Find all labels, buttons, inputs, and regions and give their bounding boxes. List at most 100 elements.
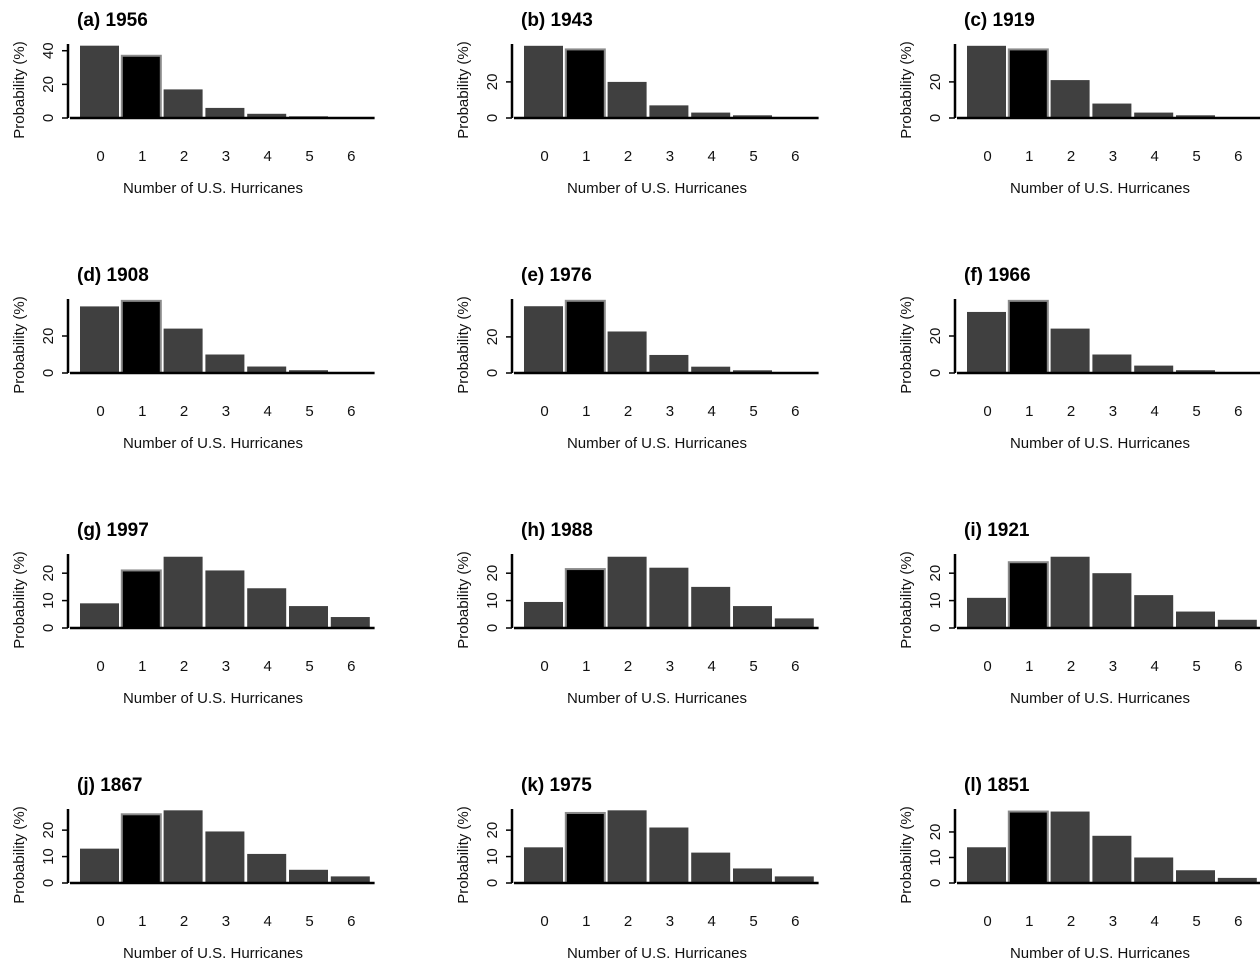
x-tick-label: 5 <box>1192 658 1200 675</box>
x-tick-label: 3 <box>666 658 674 675</box>
x-tick-label: 4 <box>264 403 272 420</box>
x-tick-label: 2 <box>1067 403 1075 420</box>
y-tick-label: 20 <box>40 822 57 839</box>
bar-1 <box>120 813 162 884</box>
bar-0 <box>524 847 563 883</box>
x-tick-label: 0 <box>96 913 104 930</box>
bar-0 <box>80 306 119 373</box>
bar-3 <box>1092 835 1132 883</box>
y-tick-label: 20 <box>484 565 501 582</box>
y-tick-label: 10 <box>484 848 501 865</box>
x-tick-label: 3 <box>666 913 674 930</box>
y-tick-label: 20 <box>484 329 501 346</box>
bar-5 <box>733 868 772 883</box>
x-tick-label: 6 <box>791 913 799 930</box>
x-tick-label: 2 <box>624 658 632 675</box>
bar-3 <box>205 570 245 628</box>
panel-title: (k) 1975 <box>521 775 592 796</box>
y-axis-label: Probability (%) <box>11 551 28 649</box>
y-axis-label: Probability (%) <box>11 296 28 394</box>
bar-5 <box>1176 870 1215 883</box>
panel-f: (f) 1966 0 20 0 1 2 3 4 5 6 Number of U.S. Hurrica… <box>898 265 1260 452</box>
x-tick-label: 5 <box>749 403 757 420</box>
x-tick-label: 5 <box>305 403 313 420</box>
bar-2 <box>1050 80 1090 118</box>
bar-2 <box>607 331 647 373</box>
bar-4 <box>247 113 287 118</box>
panel-title: (g) 1997 <box>77 520 149 541</box>
bar-4 <box>691 112 731 118</box>
x-tick-label: 3 <box>222 913 230 930</box>
y-axis-label: Probability (%) <box>455 806 472 904</box>
x-tick-label: 4 <box>264 658 272 675</box>
bar-2 <box>163 89 203 118</box>
x-tick-label: 0 <box>983 403 991 420</box>
x-axis-label: Number of U.S. Hurricanes <box>567 435 747 452</box>
x-tick-label: 0 <box>983 913 991 930</box>
bar-1 <box>1007 810 1049 884</box>
bar-5 <box>289 606 328 628</box>
y-axis-label: Probability (%) <box>898 551 915 649</box>
x-tick-label: 5 <box>749 913 757 930</box>
bar-1 <box>564 299 606 374</box>
x-tick-label: 5 <box>305 913 313 930</box>
x-tick-label: 2 <box>624 403 632 420</box>
x-tick-label: 4 <box>708 148 716 165</box>
panel-title: (i) 1921 <box>964 520 1030 541</box>
panel-title: (a) 1956 <box>77 10 148 31</box>
bar-1 <box>1007 299 1049 375</box>
x-axis-label: Number of U.S. Hurricanes <box>1010 180 1190 197</box>
x-tick-label: 1 <box>582 148 590 165</box>
y-tick-label: 20 <box>927 74 944 91</box>
y-tick-label: 0 <box>484 369 501 377</box>
x-tick-label: 6 <box>347 403 355 420</box>
x-tick-label: 3 <box>222 658 230 675</box>
bar-3 <box>1092 573 1132 628</box>
y-tick-label: 20 <box>484 74 501 91</box>
x-tick-label: 5 <box>749 148 757 165</box>
x-tick-label: 5 <box>1192 913 1200 930</box>
panel-a: (a) 1956 0 20 40 0 1 2 3 4 5 6 Number of U.S. Hurri… <box>11 10 375 197</box>
bar-0 <box>524 601 563 628</box>
panel-i: (i) 1921 0 10 20 0 1 2 3 4 5 6 Number of U.S. Hurri… <box>898 520 1260 707</box>
x-tick-label: 3 <box>222 148 230 165</box>
bar-6 <box>1217 619 1257 628</box>
bar-0 <box>967 311 1006 373</box>
y-tick-label: 20 <box>927 824 944 841</box>
panel-title: (f) 1966 <box>964 265 1031 286</box>
y-tick-label: 10 <box>40 848 57 865</box>
bar-2 <box>607 810 647 883</box>
bar-4 <box>691 852 731 883</box>
x-tick-label: 1 <box>1025 403 1033 420</box>
x-tick-label: 5 <box>305 658 313 675</box>
x-tick-label: 4 <box>264 148 272 165</box>
x-tick-label: 6 <box>791 658 799 675</box>
bar-2 <box>607 81 647 118</box>
bar-0 <box>524 306 563 373</box>
x-tick-label: 2 <box>1067 148 1075 165</box>
x-tick-label: 1 <box>138 403 146 420</box>
bar-5 <box>733 115 772 118</box>
x-tick-label: 4 <box>708 658 716 675</box>
x-tick-label: 2 <box>180 913 188 930</box>
x-tick-label: 0 <box>540 658 548 675</box>
panel-g: (g) 1997 0 10 20 0 1 2 3 4 5 6 Number of U.S. Hurri… <box>11 520 375 707</box>
x-tick-label: 1 <box>138 913 146 930</box>
bar-5 <box>289 370 328 373</box>
bar-1 <box>1007 561 1049 630</box>
bar-0 <box>80 45 119 118</box>
y-axis-label: Probability (%) <box>898 296 915 394</box>
y-tick-label: 20 <box>40 76 57 93</box>
x-tick-label: 1 <box>138 148 146 165</box>
panel-b: (b) 1943 0 20 0 1 2 3 4 5 6 Number of U.S. Hurrica… <box>455 10 819 197</box>
x-axis-label: Number of U.S. Hurricanes <box>567 180 747 197</box>
bar-1 <box>120 54 162 119</box>
bar-0 <box>967 45 1006 118</box>
x-tick-label: 5 <box>749 658 757 675</box>
x-tick-label: 5 <box>1192 403 1200 420</box>
y-tick-label: 0 <box>484 879 501 887</box>
bar-4 <box>1134 857 1174 883</box>
x-tick-label: 4 <box>1151 403 1159 420</box>
bar-6 <box>1217 877 1257 883</box>
